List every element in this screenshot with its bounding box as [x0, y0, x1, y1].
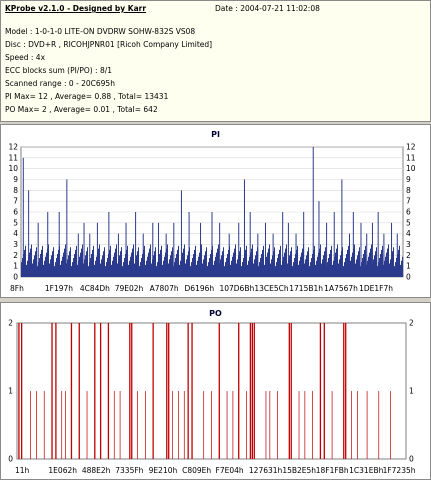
pi-y-tick-label-right: 11	[406, 153, 416, 162]
po-y-tick-label-right: 1	[409, 387, 414, 396]
pi-y-tick-label: 8	[13, 186, 18, 195]
pi-x-tick-label: 107D6Bh	[219, 284, 254, 293]
po-y-tick-label-right: 0	[409, 455, 414, 464]
pi-x-tick-label: 1A7567h	[324, 284, 358, 293]
pi-y-tick-label: 11	[8, 153, 18, 162]
po-x-tick-label: 1E062h	[48, 466, 77, 475]
pi-y-tick-label-right: 12	[406, 143, 416, 152]
pi-y-tick-label: 9	[13, 175, 18, 184]
po-y-tick-label-right: 2	[409, 319, 414, 328]
pi-y-tick-label: 1	[13, 262, 18, 271]
info-pi-stats: PI Max= 12 , Average= 0.88 , Total= 1343…	[5, 92, 169, 101]
pi-y-tick-label-right: 8	[406, 186, 411, 195]
pi-y-tick-label: 5	[13, 218, 18, 227]
pi-x-tick-label: 1715B1h	[289, 284, 323, 293]
pi-x-tick-label: 13CE5Ch	[254, 284, 289, 293]
po-y-tick-label: 0	[8, 455, 13, 464]
pi-y-tick-label: 10	[8, 164, 18, 173]
po-x-tick-label: 18F1FBh	[316, 466, 349, 475]
pi-y-tick-label-right: 3	[406, 240, 411, 249]
po-x-tick-label: 1F7235h	[383, 466, 416, 475]
po-chart: 0 0 1 1 2 2 11h 1E062h 488E2h 7335Fh 9E210h C809Eh F…	[8, 319, 416, 476]
pi-x-tick-label: A7807h	[150, 284, 179, 293]
po-x-tick-label: 127631h	[249, 466, 283, 475]
pi-y-tick-label-right: 9	[406, 175, 411, 184]
pi-x-tick-label: D6196h	[185, 284, 215, 293]
pi-chart-title: PI	[211, 130, 220, 139]
pi-y-tick-label-right: 0	[406, 273, 411, 282]
pi-y-tick-label-right: 5	[406, 218, 411, 227]
po-x-tick-label: F7E04h	[216, 466, 244, 475]
info-panel: KProbe v2.1.0 - Designed by Karr Date : …	[0, 0, 431, 122]
pi-y-tick-label-right: 10	[406, 164, 416, 173]
pi-y-tick-label: 3	[13, 240, 18, 249]
info-po-stats: PO Max= 2 , Average= 0.01 , Total= 642	[5, 105, 158, 114]
po-x-tick-label: 9E210h	[149, 466, 178, 475]
pi-y-tick-label: 7	[13, 197, 18, 206]
po-x-tick-label: 11h	[15, 466, 30, 475]
app-title: KProbe v2.1.0 - Designed by Karr	[5, 4, 147, 13]
po-x-tick-label: 7335Fh	[115, 466, 143, 475]
pi-y-tick-label-right: 2	[406, 251, 411, 260]
pi-y-tick-label-right: 7	[406, 197, 411, 206]
po-x-tick-label: 1C31EBh	[349, 466, 383, 475]
pi-chart-panel: PI 0 0 1 1 2 2 3 3 4 4 5 5 6 6 7 7 8 8 9 9 10 10 11 11 12 12 8Fh 1F…	[0, 124, 431, 298]
info-model: Model : 1-0-1-0 LITE-ON DVDRW SOHW-832S …	[5, 27, 196, 36]
pi-y-tick-label: 4	[13, 229, 18, 238]
po-y-tick-label: 2	[8, 319, 13, 328]
po-chart-title: PO	[209, 309, 222, 318]
pi-y-tick-label: 0	[13, 273, 18, 282]
info-speed: Speed : 4x	[5, 53, 46, 62]
pi-y-tick-label-right: 6	[406, 208, 411, 217]
pi-y-tick-label: 12	[8, 143, 18, 152]
scan-date: Date : 2004-07-21 11:02:08	[215, 4, 320, 13]
pi-x-tick-label: 8Fh	[10, 284, 24, 293]
pi-x-tick-label: 1DE1F7h	[359, 284, 393, 293]
pi-y-tick-label: 2	[13, 251, 18, 260]
po-x-tick-label: 15B2E5h	[282, 466, 316, 475]
po-x-tick-label: 488E2h	[82, 466, 111, 475]
po-chart-panel: PO 0 0 1 1 2 2 11h 1E062h 488E2h 7335Fh 9E210h C809…	[0, 302, 431, 480]
po-y-tick-label: 1	[8, 387, 13, 396]
info-ecc: ECC blocks sum (PI/PO) : 8/1	[5, 66, 113, 75]
po-x-tick-label: C809Eh	[182, 466, 211, 475]
info-disc: Disc : DVD+R , RICOHJPNR01 [Ricoh Compan…	[5, 40, 213, 49]
pi-x-tick-label: 1F197h	[45, 284, 73, 293]
pi-x-tick-label: 4C84Dh	[80, 284, 110, 293]
pi-y-tick-label: 6	[13, 208, 18, 217]
info-range: Scanned range : 0 - 20C695h	[5, 79, 115, 88]
pi-y-tick-label-right: 4	[406, 229, 411, 238]
pi-x-tick-label: 79E02h	[115, 284, 144, 293]
pi-y-tick-label-right: 1	[406, 262, 411, 271]
